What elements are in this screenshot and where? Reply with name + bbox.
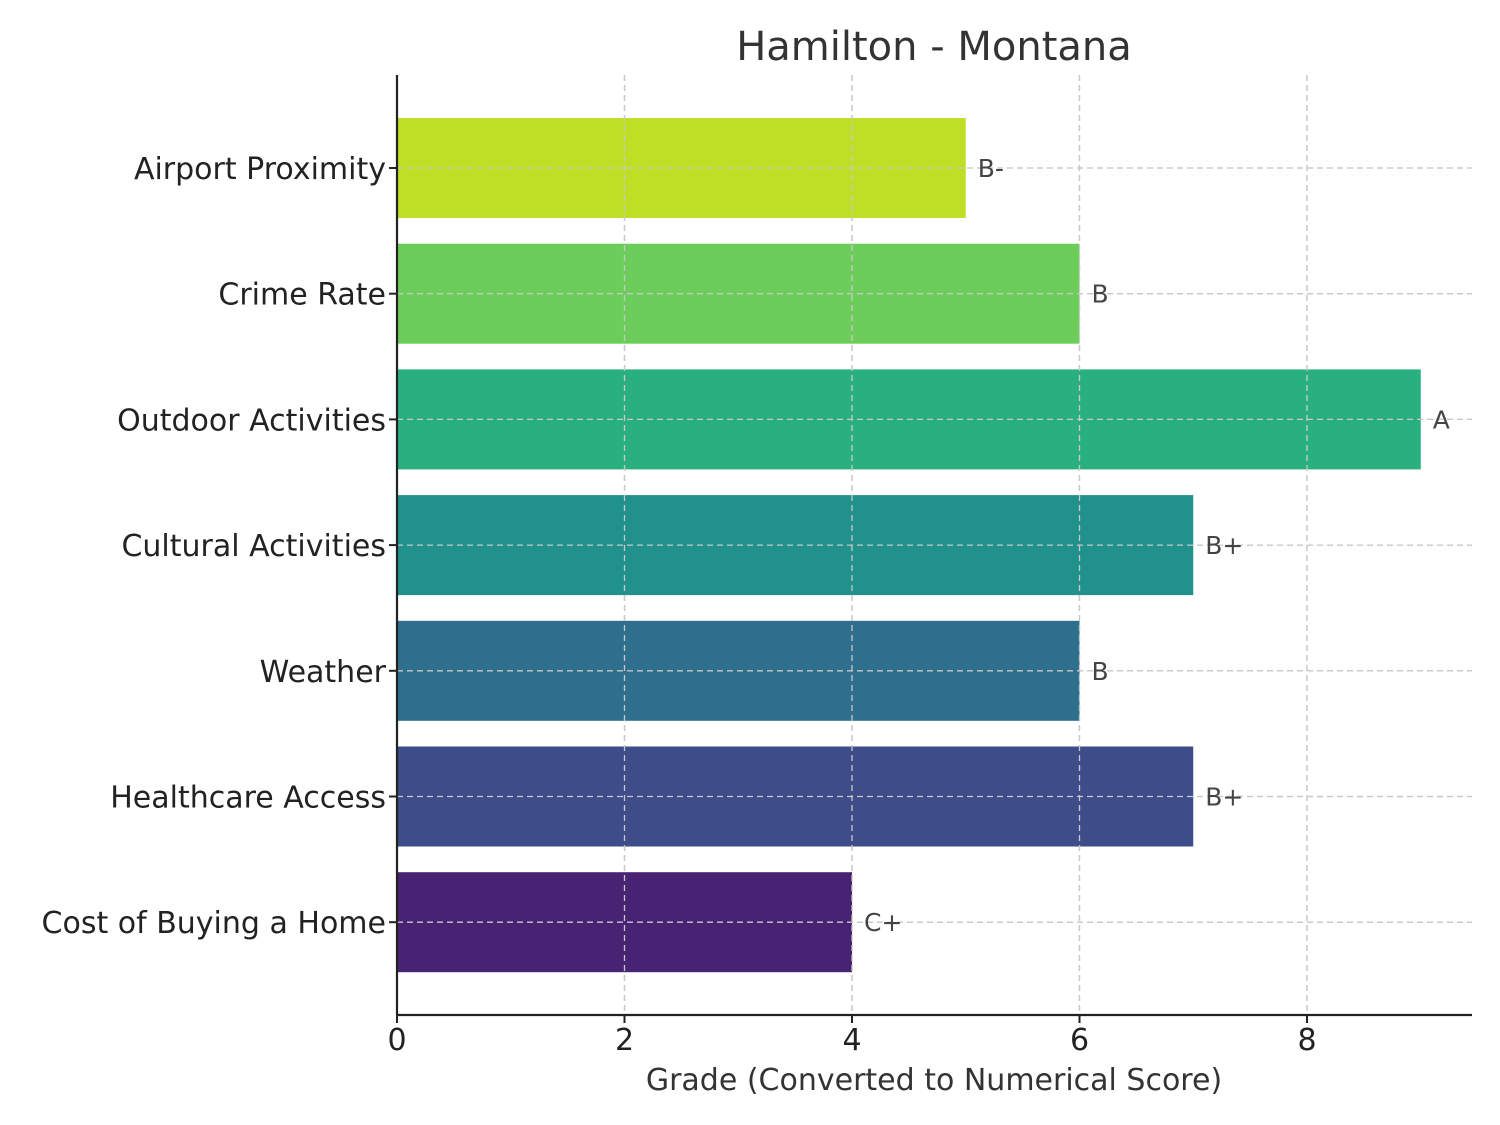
bar-data-label: B [1092, 657, 1109, 686]
x-tick-label: 0 [387, 1023, 406, 1058]
bar-data-label: B [1092, 280, 1109, 309]
x-tick-label: 6 [1070, 1023, 1089, 1058]
label-layer: 0 2 4 6 8 Airport Proximity B- Crime Rate B Outdo… [42, 152, 1450, 1058]
bar-data-label: B+ [1205, 531, 1243, 560]
bar-layer [397, 75, 1472, 1015]
category-label: Cultural Activities [121, 529, 386, 564]
bar-data-label: A [1433, 405, 1450, 434]
x-tick-label: 4 [842, 1023, 861, 1058]
category-label: Outdoor Activities [117, 403, 386, 438]
category-label: Cost of Buying a Home [42, 906, 386, 941]
chart-title: Hamilton - Montana [736, 24, 1132, 70]
x-tick-label: 8 [1297, 1023, 1316, 1058]
x-axis-label: Grade (Converted to Numerical Score) [646, 1063, 1222, 1098]
bar [397, 746, 1194, 847]
bar-data-label: B+ [1205, 783, 1243, 812]
category-label: Weather [260, 655, 387, 690]
category-label: Airport Proximity [134, 152, 386, 187]
x-tick-label: 2 [615, 1023, 634, 1058]
bar-data-label: C+ [864, 908, 902, 937]
bar-data-label: B- [978, 154, 1004, 183]
axis-layer [389, 75, 1472, 1023]
category-label: Healthcare Access [110, 781, 386, 816]
bar [397, 495, 1194, 596]
category-label: Crime Rate [218, 278, 386, 313]
